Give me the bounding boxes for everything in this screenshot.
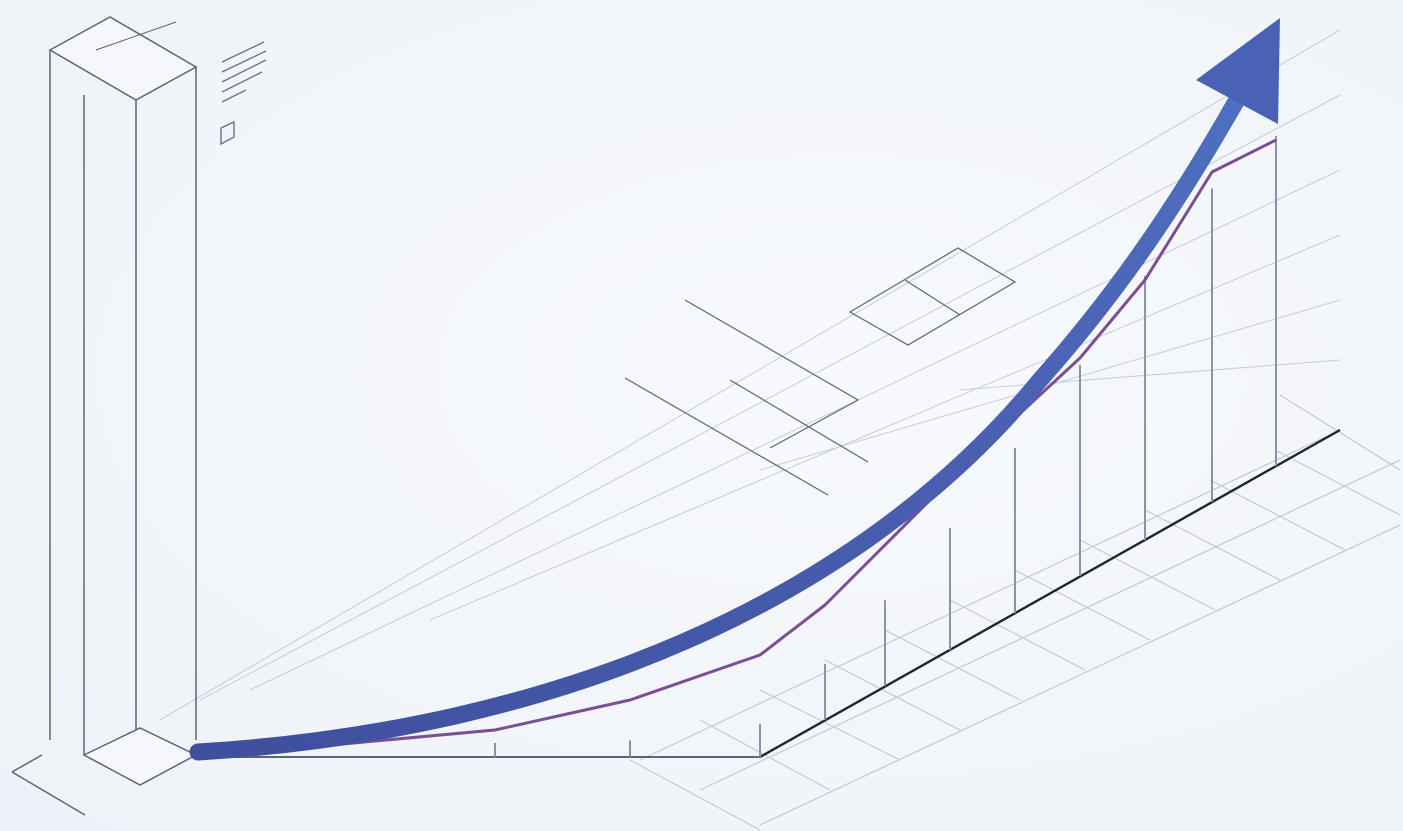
floating-panels: [624, 247, 1017, 496]
trend-line: [199, 138, 1277, 759]
growth-bars: [494, 136, 1277, 757]
growth-arrow-icon: [189, 18, 1280, 761]
building-icon: [11, 16, 198, 816]
chart-axes: [200, 428, 1341, 759]
floor-grid: [629, 394, 1401, 831]
document-lines-icon: [220, 41, 267, 146]
